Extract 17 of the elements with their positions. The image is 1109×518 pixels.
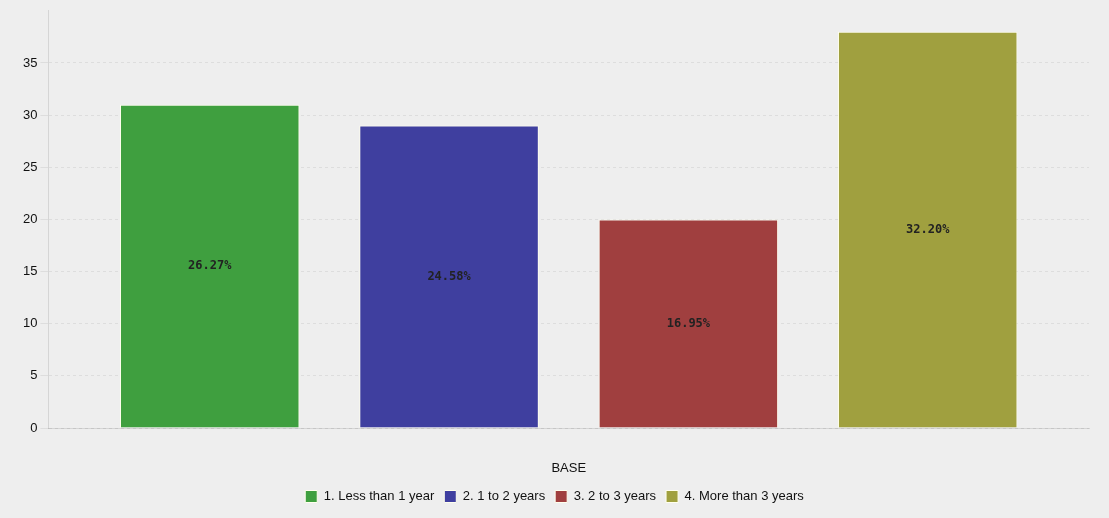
y-tick-label: 20: [22, 210, 38, 226]
legend-label: 4. More than 3 years: [684, 488, 805, 504]
y-tick-label: 25: [22, 158, 38, 174]
y-tick-label: 35: [22, 54, 38, 70]
annotation: 26.27%: [188, 258, 233, 273]
legend-label: 2. 1 to 2 years: [462, 488, 546, 504]
y-tick-label: 30: [22, 106, 38, 122]
legend-label: 1. Less than 1 year: [323, 488, 435, 504]
annotation: 32.20%: [906, 221, 951, 236]
annotation: 24.58%: [427, 268, 472, 283]
y-tick-label: 15: [22, 263, 38, 279]
legend-label: 3. 2 to 3 years: [573, 488, 657, 504]
annotation: 16.95%: [666, 315, 711, 330]
y-tick-label: 10: [22, 315, 38, 331]
y-tick-label: 5: [30, 367, 38, 383]
y-tick-label: 0: [30, 419, 38, 435]
x-axis-title: BASE: [551, 459, 587, 475]
